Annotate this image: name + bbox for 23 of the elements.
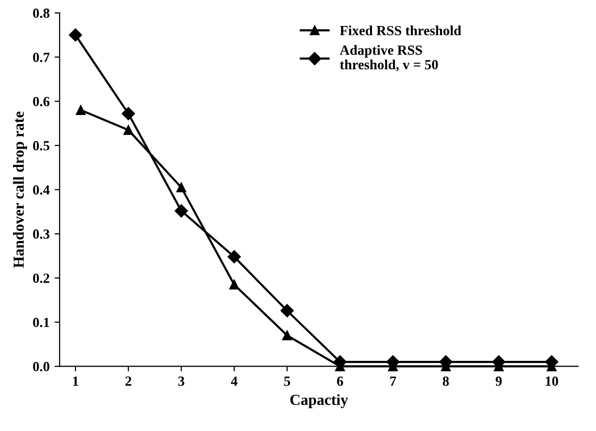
x-tick-label: 7 — [390, 376, 396, 386]
y-axis-title: Handover call drop rate — [13, 112, 27, 268]
x-tick-label: 2 — [125, 376, 132, 386]
y-tick-label: 0.5 — [33, 141, 50, 150]
x-tick-label: 9 — [496, 376, 502, 386]
y-tick-label: 0.1 — [33, 318, 50, 328]
legend-label: Fixed RSS threshold — [340, 26, 462, 36]
x-tick-label: 6 — [337, 376, 344, 386]
y-tick-label: 0.0 — [33, 362, 50, 372]
y-tick-label: 0.4 — [33, 185, 50, 195]
y-tick-label: 0.6 — [33, 96, 50, 106]
y-tick-label: 0.7 — [33, 52, 50, 62]
x-axis-title: Capactiy — [290, 394, 348, 408]
y-tick-label: 0.3 — [33, 229, 50, 239]
x-tick-label: 4 — [230, 376, 238, 386]
x-tick-label: 1 — [73, 376, 78, 386]
x-tick-label: 3 — [178, 376, 184, 386]
y-tick-label: 0.2 — [33, 274, 50, 284]
y-tick-label: 0.8 — [33, 8, 50, 18]
x-tick-label: 5 — [284, 376, 290, 386]
legend-label: Adaptive RSS threshold, v = 50 — [340, 45, 438, 72]
x-tick-label: 10 — [546, 376, 558, 386]
x-tick-label: 8 — [442, 376, 449, 386]
